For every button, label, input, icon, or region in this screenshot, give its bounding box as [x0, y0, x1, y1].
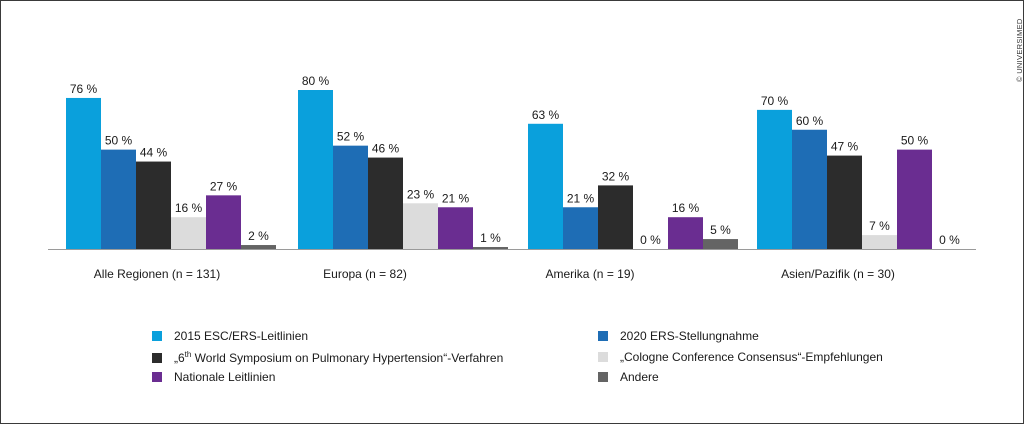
legend-label: „Cologne Conference Consensus“-Empfehlun…: [620, 350, 883, 364]
bar: [368, 157, 403, 249]
category-label: Alle Regionen (n = 131): [94, 267, 220, 281]
bar-value-label: 70 %: [761, 94, 789, 108]
bar: [136, 161, 171, 249]
bar: [757, 109, 792, 249]
legend-swatch: [152, 372, 162, 382]
bar: [298, 90, 333, 249]
bar-value-label: 0 %: [640, 233, 661, 247]
legend-label: Andere: [620, 370, 659, 384]
bar-value-label: 63 %: [532, 108, 560, 122]
bar: [66, 97, 101, 249]
bar-value-label: 47 %: [831, 140, 859, 154]
bar: [897, 149, 932, 249]
bar-value-label: 21 %: [442, 191, 470, 205]
legend-swatch: [152, 331, 162, 341]
bar: [241, 245, 276, 249]
bar: [171, 217, 206, 249]
bar: [862, 235, 897, 249]
credit-text: © UNIVERSIMED: [1015, 18, 1024, 82]
bar-value-label: 32 %: [602, 169, 630, 183]
bar-value-label: 52 %: [337, 130, 365, 144]
bar: [403, 203, 438, 249]
bar-value-label: 50 %: [901, 134, 929, 148]
bar: [703, 239, 738, 249]
bar: [438, 207, 473, 249]
bar-value-label: 80 %: [302, 74, 330, 88]
bar: [792, 129, 827, 249]
bar: [598, 185, 633, 249]
bar-value-label: 5 %: [710, 223, 731, 237]
copyright-credit: © UNIVERSIMED: [1004, 6, 1024, 82]
category-label: Asien/Pazifik (n = 30): [781, 267, 895, 281]
legend-item-world-symposium: „6th World Symposium on Pulmonary Hypert…: [152, 350, 503, 365]
bar: [473, 247, 508, 249]
bar: [528, 123, 563, 249]
bar-value-label: 27 %: [210, 179, 238, 193]
category-label: Europa (n = 82): [323, 267, 407, 281]
bar: [101, 149, 136, 249]
bar-value-label: 7 %: [869, 219, 890, 233]
legend-swatch: [598, 331, 608, 341]
bar-value-label: 23 %: [407, 187, 435, 201]
legend-swatch: [598, 352, 608, 362]
bar-value-label: 44 %: [140, 146, 168, 160]
bar-value-label: 16 %: [672, 201, 700, 215]
legend-label: Nationale Leitlinien: [174, 370, 276, 384]
bar-value-label: 46 %: [372, 142, 400, 156]
legend-label: 2015 ESC/ERS-Leitlinien: [174, 329, 309, 343]
bar-value-label: 76 %: [70, 82, 98, 96]
bar: [668, 217, 703, 249]
legend-item-cologne-consensus: „Cologne Conference Consensus“-Empfehlun…: [598, 350, 883, 364]
bar-value-label: 2 %: [248, 229, 269, 243]
legend-label: 2020 ERS-Stellungnahme: [620, 329, 759, 343]
bar: [206, 195, 241, 249]
category-label: Amerika (n = 19): [545, 267, 634, 281]
legend-swatch: [152, 352, 162, 363]
bar-value-label: 21 %: [567, 191, 595, 205]
legend-item-ers-2020: 2020 ERS-Stellungnahme: [598, 329, 759, 343]
legend-item-nationale-leitlinien: Nationale Leitlinien: [152, 370, 275, 384]
bar-value-label: 16 %: [175, 201, 203, 215]
legend-item-esc-ers-2015: 2015 ESC/ERS-Leitlinien: [152, 329, 308, 343]
legend-label: „6th World Symposium on Pulmonary Hypert…: [174, 350, 504, 365]
bar-value-label: 60 %: [796, 114, 824, 128]
legend-swatch: [598, 372, 608, 382]
bar-value-label: 50 %: [105, 134, 133, 148]
legend-item-andere: Andere: [598, 370, 659, 384]
bar: [333, 145, 368, 249]
bar-value-label: 0 %: [939, 233, 960, 247]
bar: [827, 155, 862, 249]
bar: [563, 207, 598, 249]
bar-value-label: 1 %: [480, 231, 501, 245]
